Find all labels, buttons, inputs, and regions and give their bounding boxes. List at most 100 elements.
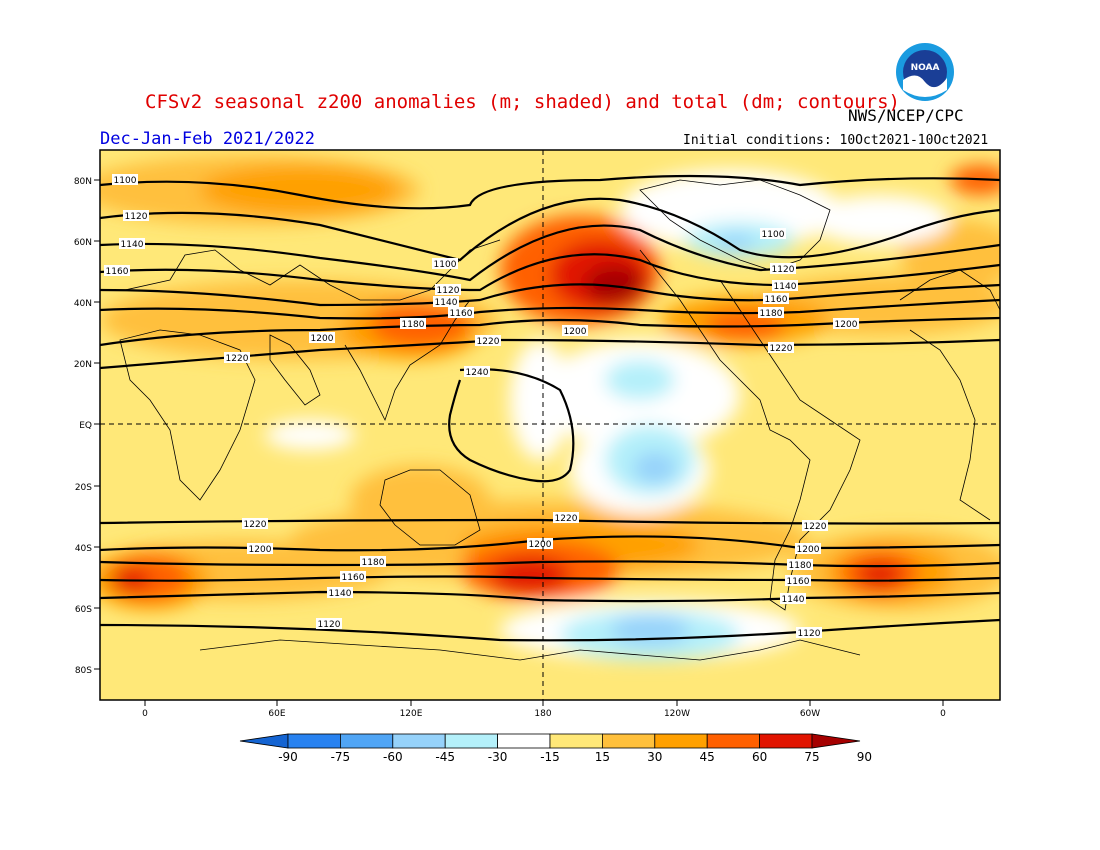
svg-text:1120: 1120	[798, 629, 821, 639]
colorbar-swatch	[602, 733, 656, 749]
chart-title: CFSv2 seasonal z200 anomalies (m; shaded…	[145, 91, 900, 113]
contour-label: 1160	[785, 575, 811, 587]
svg-text:1100: 1100	[762, 230, 785, 240]
contour-label: 1120	[796, 627, 822, 639]
svg-text:1180: 1180	[789, 561, 812, 571]
contour-label: 1180	[787, 559, 813, 571]
lon-label: 120E	[400, 709, 423, 719]
contour-label: 1220	[242, 518, 268, 530]
svg-text:1160: 1160	[765, 295, 788, 305]
noaa-logo: NOAA	[896, 43, 954, 101]
colorbar-label: 90	[857, 750, 872, 764]
colorbar-label: 60	[752, 750, 767, 764]
colorbar-label: 45	[700, 750, 715, 764]
svg-text:1160: 1160	[450, 309, 473, 319]
svg-text:1200: 1200	[529, 540, 552, 550]
contour-label: 1120	[770, 263, 796, 275]
contour-label: 1140	[780, 593, 806, 605]
svg-text:1100: 1100	[114, 176, 137, 186]
svg-text:1200: 1200	[249, 545, 272, 555]
contour-label: 1100	[432, 258, 458, 270]
svg-text:1140: 1140	[121, 240, 144, 250]
lat-label: 40N	[74, 299, 92, 309]
svg-text:1220: 1220	[770, 344, 793, 354]
logo-text: NOAA	[911, 63, 940, 73]
contour-label: 1160	[340, 571, 366, 583]
contour-label: 1120	[435, 284, 461, 296]
season-label: Dec-Jan-Feb 2021/2022	[100, 129, 315, 149]
lon-label: 180	[534, 709, 551, 719]
lat-axis	[94, 179, 100, 670]
svg-text:1140: 1140	[774, 282, 797, 292]
svg-text:1200: 1200	[564, 327, 587, 337]
svg-text:1220: 1220	[226, 354, 249, 364]
contour-label: 1220	[224, 352, 250, 364]
contour-label: 1180	[360, 556, 386, 568]
contour-label: 1220	[768, 342, 794, 354]
lon-label: 0	[142, 709, 148, 719]
lon-label: 120W	[664, 709, 690, 719]
contour-label: 1100	[112, 174, 138, 186]
svg-text:1200: 1200	[797, 545, 820, 555]
svg-text:1200: 1200	[311, 334, 334, 344]
contour-label: 1200	[795, 543, 821, 555]
colorbar-swatch	[339, 733, 394, 749]
lon-label: 60W	[800, 709, 820, 719]
svg-text:1160: 1160	[106, 267, 129, 277]
contour-labels: 1100 1120 1140 1160 1100 1120 1140 1160 …	[104, 174, 859, 639]
colorbar-swatch	[239, 733, 289, 749]
lon-axis	[144, 700, 944, 706]
lat-label: 60S	[75, 605, 92, 615]
lat-label: EQ	[79, 421, 92, 431]
lat-labels: 80N 60N 40N 20N EQ 20S 40S 60S 80S	[74, 177, 92, 676]
svg-text:1120: 1120	[318, 620, 341, 630]
colorbar-swatch	[706, 733, 761, 749]
lon-label: 0	[940, 709, 946, 719]
colorbar-swatch	[287, 733, 341, 749]
lon-labels: 0 60E 120E 180 120W 60W 0	[142, 709, 946, 719]
contour-label: 1160	[104, 265, 130, 277]
colorbar-label: -30	[488, 750, 508, 764]
colorbar-label: -60	[383, 750, 403, 764]
svg-text:1200: 1200	[835, 320, 858, 330]
initial-conditions-label: Initial conditions: 10Oct2021-10Oct2021	[683, 133, 989, 148]
colorbar-swatch	[811, 733, 861, 749]
svg-text:1220: 1220	[804, 522, 827, 532]
contour-label: 1140	[119, 238, 145, 250]
contour-label: 1180	[400, 318, 426, 330]
coastlines	[119, 179, 1000, 661]
contour-label: 1200	[527, 538, 553, 550]
colorbar: -90 -75 -60 -45 -30 -15 15 30 45 60 75 90	[239, 733, 872, 764]
colorbar-label: -45	[435, 750, 455, 764]
svg-text:1220: 1220	[555, 514, 578, 524]
lat-label: 80S	[75, 666, 92, 676]
contour-label: 1160	[448, 307, 474, 319]
svg-text:1120: 1120	[437, 286, 460, 296]
contour-label: 1200	[833, 318, 859, 330]
colorbar-label: 75	[804, 750, 819, 764]
colorbar-swatch	[444, 733, 499, 749]
svg-text:1140: 1140	[782, 595, 805, 605]
colorbar-swatch	[759, 733, 813, 749]
svg-text:1160: 1160	[342, 573, 365, 583]
contour-label: 1120	[316, 618, 342, 630]
svg-text:1160: 1160	[787, 577, 810, 587]
svg-text:1120: 1120	[125, 212, 148, 222]
lat-label: 60N	[74, 238, 92, 248]
svg-text:1140: 1140	[435, 298, 458, 308]
lat-label: 80N	[74, 177, 92, 187]
contour-label: 1220	[802, 520, 828, 532]
contour-label: 1220	[475, 335, 501, 347]
svg-text:1180: 1180	[402, 320, 425, 330]
svg-text:1100: 1100	[434, 260, 457, 270]
colorbar-swatch	[549, 733, 603, 749]
colorbar-label: -75	[331, 750, 351, 764]
contour-label: 1120	[123, 210, 149, 222]
contour-label: 1200	[247, 543, 273, 555]
lon-label: 60E	[268, 709, 285, 719]
svg-text:1140: 1140	[329, 589, 352, 599]
map-frame	[99, 149, 1001, 701]
lat-label: 20S	[75, 483, 92, 493]
map-field: 1100 1120 1140 1160 1100 1120 1140 1160 …	[100, 150, 1000, 700]
